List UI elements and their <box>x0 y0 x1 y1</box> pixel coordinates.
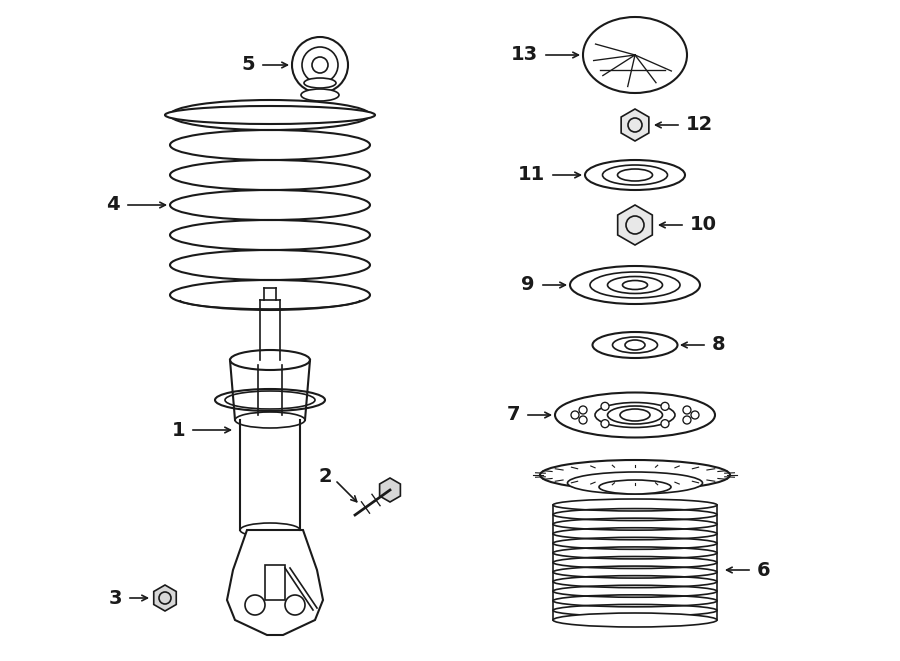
Ellipse shape <box>599 480 671 494</box>
Circle shape <box>571 411 579 419</box>
Polygon shape <box>265 565 285 600</box>
Text: 11: 11 <box>518 165 545 184</box>
Ellipse shape <box>620 409 650 421</box>
Polygon shape <box>621 109 649 141</box>
Ellipse shape <box>613 337 658 353</box>
Ellipse shape <box>590 272 680 298</box>
Ellipse shape <box>623 280 647 290</box>
Circle shape <box>601 420 609 428</box>
Ellipse shape <box>215 389 325 411</box>
Circle shape <box>683 416 691 424</box>
Ellipse shape <box>230 350 310 370</box>
Circle shape <box>579 416 587 424</box>
Ellipse shape <box>585 160 685 190</box>
Ellipse shape <box>553 613 717 627</box>
Ellipse shape <box>617 169 652 181</box>
Text: 12: 12 <box>686 116 713 134</box>
Circle shape <box>601 403 609 410</box>
Circle shape <box>661 420 669 428</box>
Polygon shape <box>380 478 400 502</box>
Ellipse shape <box>235 412 305 428</box>
Circle shape <box>683 406 691 414</box>
Polygon shape <box>617 205 652 245</box>
Ellipse shape <box>625 340 645 350</box>
Text: 4: 4 <box>106 196 120 215</box>
Text: 10: 10 <box>690 215 717 235</box>
Ellipse shape <box>555 393 715 438</box>
Circle shape <box>579 406 587 414</box>
Ellipse shape <box>608 276 662 293</box>
Ellipse shape <box>165 106 375 124</box>
Ellipse shape <box>602 165 668 185</box>
Text: 13: 13 <box>511 46 538 65</box>
Text: 5: 5 <box>241 56 255 75</box>
Ellipse shape <box>568 472 703 494</box>
Ellipse shape <box>583 17 687 93</box>
Text: 6: 6 <box>757 561 770 580</box>
Ellipse shape <box>304 78 336 88</box>
Text: 7: 7 <box>507 405 520 424</box>
Circle shape <box>661 403 669 410</box>
Ellipse shape <box>240 523 300 537</box>
Text: 3: 3 <box>109 588 122 607</box>
Circle shape <box>245 595 265 615</box>
Ellipse shape <box>592 332 678 358</box>
Text: 9: 9 <box>521 276 535 295</box>
Text: 1: 1 <box>171 420 185 440</box>
Polygon shape <box>227 530 323 635</box>
Polygon shape <box>154 585 176 611</box>
Circle shape <box>691 411 699 419</box>
Text: 8: 8 <box>712 336 725 354</box>
Circle shape <box>285 595 305 615</box>
Ellipse shape <box>595 403 675 428</box>
Ellipse shape <box>570 266 700 304</box>
Text: 2: 2 <box>319 467 332 486</box>
Ellipse shape <box>301 89 339 101</box>
Ellipse shape <box>608 406 662 424</box>
Ellipse shape <box>540 460 730 490</box>
